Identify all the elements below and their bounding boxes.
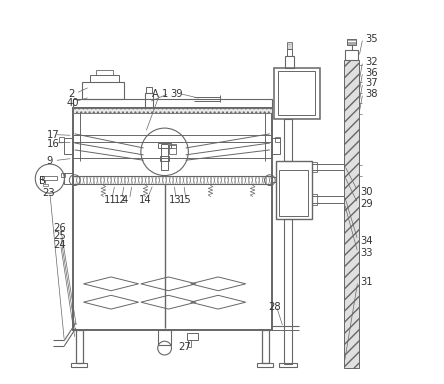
- Bar: [64, 173, 73, 184]
- Bar: [278, 71, 315, 116]
- Bar: [274, 68, 320, 119]
- Text: 34: 34: [361, 236, 373, 246]
- Text: 33: 33: [361, 248, 373, 258]
- Bar: [284, 219, 293, 364]
- Bar: [276, 161, 312, 219]
- Bar: [146, 87, 151, 93]
- Text: 13: 13: [168, 195, 181, 205]
- Bar: [284, 119, 293, 161]
- Text: 16: 16: [47, 139, 59, 149]
- Bar: [187, 333, 198, 341]
- Bar: [272, 139, 280, 154]
- Text: 4: 4: [122, 195, 128, 205]
- Bar: [43, 184, 48, 186]
- Text: 36: 36: [365, 68, 378, 78]
- Text: 11: 11: [104, 195, 117, 205]
- Bar: [159, 142, 171, 148]
- Bar: [73, 99, 272, 108]
- Bar: [42, 176, 57, 180]
- Text: 9: 9: [47, 156, 53, 166]
- Text: 23: 23: [42, 188, 55, 198]
- Bar: [73, 108, 272, 330]
- Bar: [73, 176, 272, 184]
- Text: A: A: [152, 89, 159, 99]
- Text: 12: 12: [114, 195, 127, 205]
- Bar: [279, 170, 308, 216]
- Bar: [312, 162, 317, 172]
- Bar: [187, 341, 190, 347]
- Text: B: B: [39, 176, 46, 186]
- Bar: [279, 362, 297, 367]
- Text: 2: 2: [68, 89, 75, 99]
- Bar: [160, 156, 169, 161]
- Bar: [71, 362, 87, 367]
- Bar: [59, 137, 64, 142]
- Bar: [169, 144, 176, 148]
- Text: 24: 24: [53, 240, 66, 250]
- Text: 38: 38: [365, 89, 378, 99]
- Text: 37: 37: [365, 78, 378, 88]
- Text: 39: 39: [171, 89, 183, 99]
- Bar: [76, 330, 83, 363]
- Bar: [169, 145, 176, 154]
- Bar: [287, 49, 292, 56]
- Bar: [64, 139, 73, 154]
- Bar: [257, 362, 273, 367]
- Text: 25: 25: [53, 232, 66, 242]
- Text: 17: 17: [47, 131, 59, 141]
- Text: 31: 31: [361, 277, 373, 287]
- Bar: [161, 144, 168, 170]
- Bar: [348, 39, 356, 45]
- Text: 32: 32: [365, 57, 378, 67]
- Text: 27: 27: [178, 342, 191, 352]
- Text: 40: 40: [67, 98, 79, 108]
- Text: 1: 1: [162, 89, 168, 99]
- Bar: [345, 60, 359, 368]
- Bar: [275, 137, 280, 142]
- Text: 28: 28: [269, 302, 281, 312]
- Text: 26: 26: [53, 223, 66, 233]
- Bar: [285, 56, 293, 68]
- Bar: [345, 50, 358, 60]
- Bar: [272, 177, 276, 182]
- Text: 29: 29: [361, 199, 373, 209]
- Bar: [287, 42, 292, 49]
- Text: 30: 30: [361, 187, 373, 197]
- Bar: [159, 330, 171, 345]
- Text: 14: 14: [139, 195, 152, 205]
- Bar: [73, 108, 272, 113]
- Bar: [61, 173, 65, 177]
- Bar: [96, 70, 113, 74]
- Bar: [82, 82, 124, 99]
- Text: 35: 35: [365, 34, 378, 44]
- Bar: [312, 194, 317, 205]
- Text: 15: 15: [178, 195, 191, 205]
- Bar: [145, 93, 153, 108]
- Bar: [262, 330, 269, 363]
- Bar: [90, 74, 119, 82]
